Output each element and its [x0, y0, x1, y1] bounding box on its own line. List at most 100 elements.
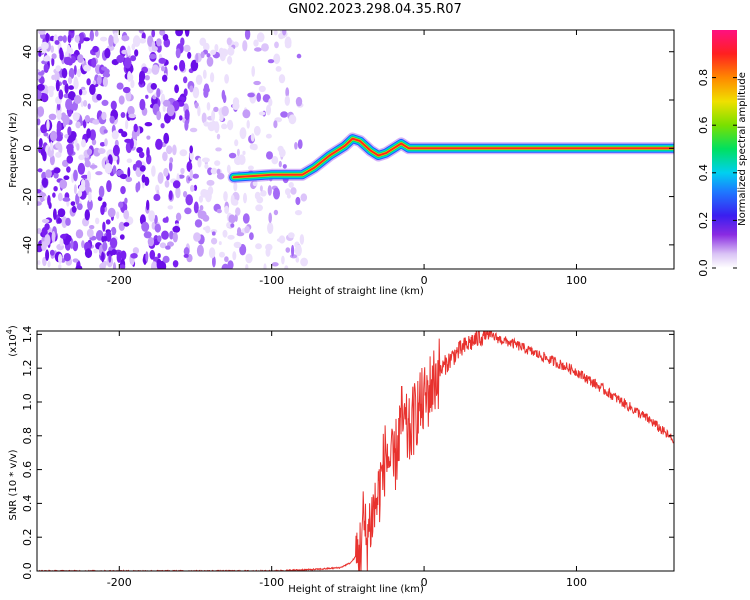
spectrogram-noise-blob [174, 220, 179, 225]
spectrogram-noise-blob [167, 241, 174, 247]
spectrogram-noise-blob [38, 145, 42, 154]
spectrogram-noise-blob [214, 44, 219, 52]
spectrogram-noise-blob [199, 205, 204, 211]
spectrogram-noise-blob [92, 80, 97, 86]
spectrogram-noise-blob [215, 147, 222, 152]
spectrogram-noise-blob [268, 212, 273, 224]
spectrogram-noise-blob [284, 265, 289, 269]
spectrogram-noise-blob [58, 253, 63, 264]
spectrogram-noise-blob [244, 30, 251, 40]
spectrogram-noise-blob [154, 214, 158, 225]
spectrogram-noise-blob [89, 30, 95, 42]
spectrogram-noise-blob [111, 130, 119, 140]
spectrogram-noise-blob [162, 74, 168, 82]
spectrogram-frame [36, 29, 675, 270]
spectrogram-noise-blob [87, 199, 93, 211]
spectrogram-noise-blob [247, 165, 254, 171]
spectrogram-noise-blob [266, 151, 273, 160]
spectrogram-noise-blob [100, 36, 108, 42]
spectrogram-noise-blob [72, 112, 80, 121]
spectrogram-noise-blob [95, 171, 103, 176]
spectrogram-noise-blob [77, 162, 86, 175]
spectrogram-noise-blob [168, 190, 173, 201]
snr-xtick-label: 100 [566, 576, 587, 589]
spectrogram-noise-blob [86, 228, 94, 238]
spectrogram-noise-blob [156, 110, 162, 121]
spectrogram-noise-blob [232, 97, 240, 107]
spectrogram-noise-blob [61, 68, 68, 79]
spectrogram-noise-blob [253, 80, 261, 86]
spectrogram-noise-blob [57, 208, 66, 218]
spectrogram-noise-blob [174, 84, 180, 94]
spectrogram-noise-blob [163, 132, 170, 144]
snr-frame [36, 330, 675, 572]
spectrogram-noise-blob [64, 82, 69, 94]
spectrogram-noise-blob [224, 74, 230, 84]
spectrogram-noise-blob [49, 249, 55, 256]
spectrogram-noise-blob [194, 219, 203, 228]
spectrogram-noise-blob [222, 229, 228, 238]
spectrogram-noise-blob [145, 94, 149, 99]
spectrogram-ridge [227, 132, 674, 184]
spectrogram-noise-blob [70, 30, 75, 33]
spectrogram-noise-blob [49, 154, 55, 166]
spectrogram-noise-blob [173, 65, 178, 71]
spectrogram-noise-blob [288, 114, 297, 125]
spectrogram-noise-blob [161, 66, 166, 72]
spectrogram-noise-blob [37, 189, 42, 194]
spectrogram-noise-blob [97, 148, 106, 154]
spectrogram-noise-blob [223, 191, 228, 202]
spectrogram-noise-blob [202, 226, 211, 231]
spectrogram-noise-blob [198, 210, 207, 220]
spectrogram-noise-blob [151, 40, 156, 50]
spectrogram-noise-blob [77, 54, 84, 63]
spectrogram-noise-blob [57, 192, 63, 202]
spectrogram-noise-blob [212, 255, 216, 268]
spectrogram-noise-blob [93, 248, 98, 254]
spectrogram-xtick-label: 0 [421, 274, 428, 287]
spectrogram-noise-blob [80, 89, 87, 96]
spectrogram-noise-blob [196, 244, 204, 257]
spectrogram-noise-blob [89, 84, 96, 95]
spectrogram-noise-blob [52, 192, 56, 198]
spectrogram-noise-blob [71, 205, 77, 213]
spectrogram-noise-blob [200, 188, 208, 198]
spectrogram-noise-blob [45, 249, 50, 261]
snr-ytick-label: 0.8 [21, 427, 34, 445]
spectrogram-noise-blob [180, 37, 185, 46]
spectrogram-noise-blob [179, 115, 183, 121]
spectrogram-noise-blob [193, 201, 199, 214]
snr-xtick-label: -100 [259, 576, 284, 589]
spectrogram-noise-blob [96, 93, 102, 101]
spectrogram-noise-blob [221, 105, 229, 117]
spectrogram-noise-blob [221, 263, 230, 269]
spectrogram-noise-blob [83, 100, 88, 107]
spectrogram-noise-blob [70, 201, 76, 207]
spectrogram-noise-blob [184, 109, 190, 121]
snr-ytick-label: 1.2 [21, 359, 34, 377]
spectrogram-noise-blob [62, 114, 70, 126]
spectrogram-noise-blob [80, 101, 84, 108]
colorbar-tick-label: 0.4 [697, 164, 710, 182]
spectrogram-noise-blob [149, 53, 157, 60]
spectrogram-noise-blob [81, 139, 86, 148]
spectrogram-noise-blob [148, 210, 156, 222]
spectrogram-noise-blob [169, 230, 174, 240]
spectrogram-noise-blob [87, 170, 91, 182]
spectrogram-noise-blob [175, 48, 181, 59]
spectrogram-noise-blob [139, 165, 146, 172]
spectrogram-noise-blob [247, 92, 255, 98]
spectrogram-noise-blob [206, 179, 215, 186]
spectrogram-noise-blob [207, 121, 216, 132]
spectrogram-noise-blob [51, 231, 56, 243]
spectrogram-noise-blob [156, 38, 162, 47]
spectrogram-noise-blob [63, 175, 70, 180]
spectrogram-noise-blob [63, 253, 71, 262]
spectrogram-noise-blob [75, 121, 81, 129]
spectrogram-noise-blob [57, 217, 62, 224]
spectrogram-noise-blob [63, 56, 72, 65]
spectrogram-noise-blob [55, 79, 60, 92]
spectrogram-noise-blob [228, 214, 236, 224]
spectrogram-noise-blob [183, 253, 189, 258]
spectrogram-noise-blob [109, 115, 115, 124]
